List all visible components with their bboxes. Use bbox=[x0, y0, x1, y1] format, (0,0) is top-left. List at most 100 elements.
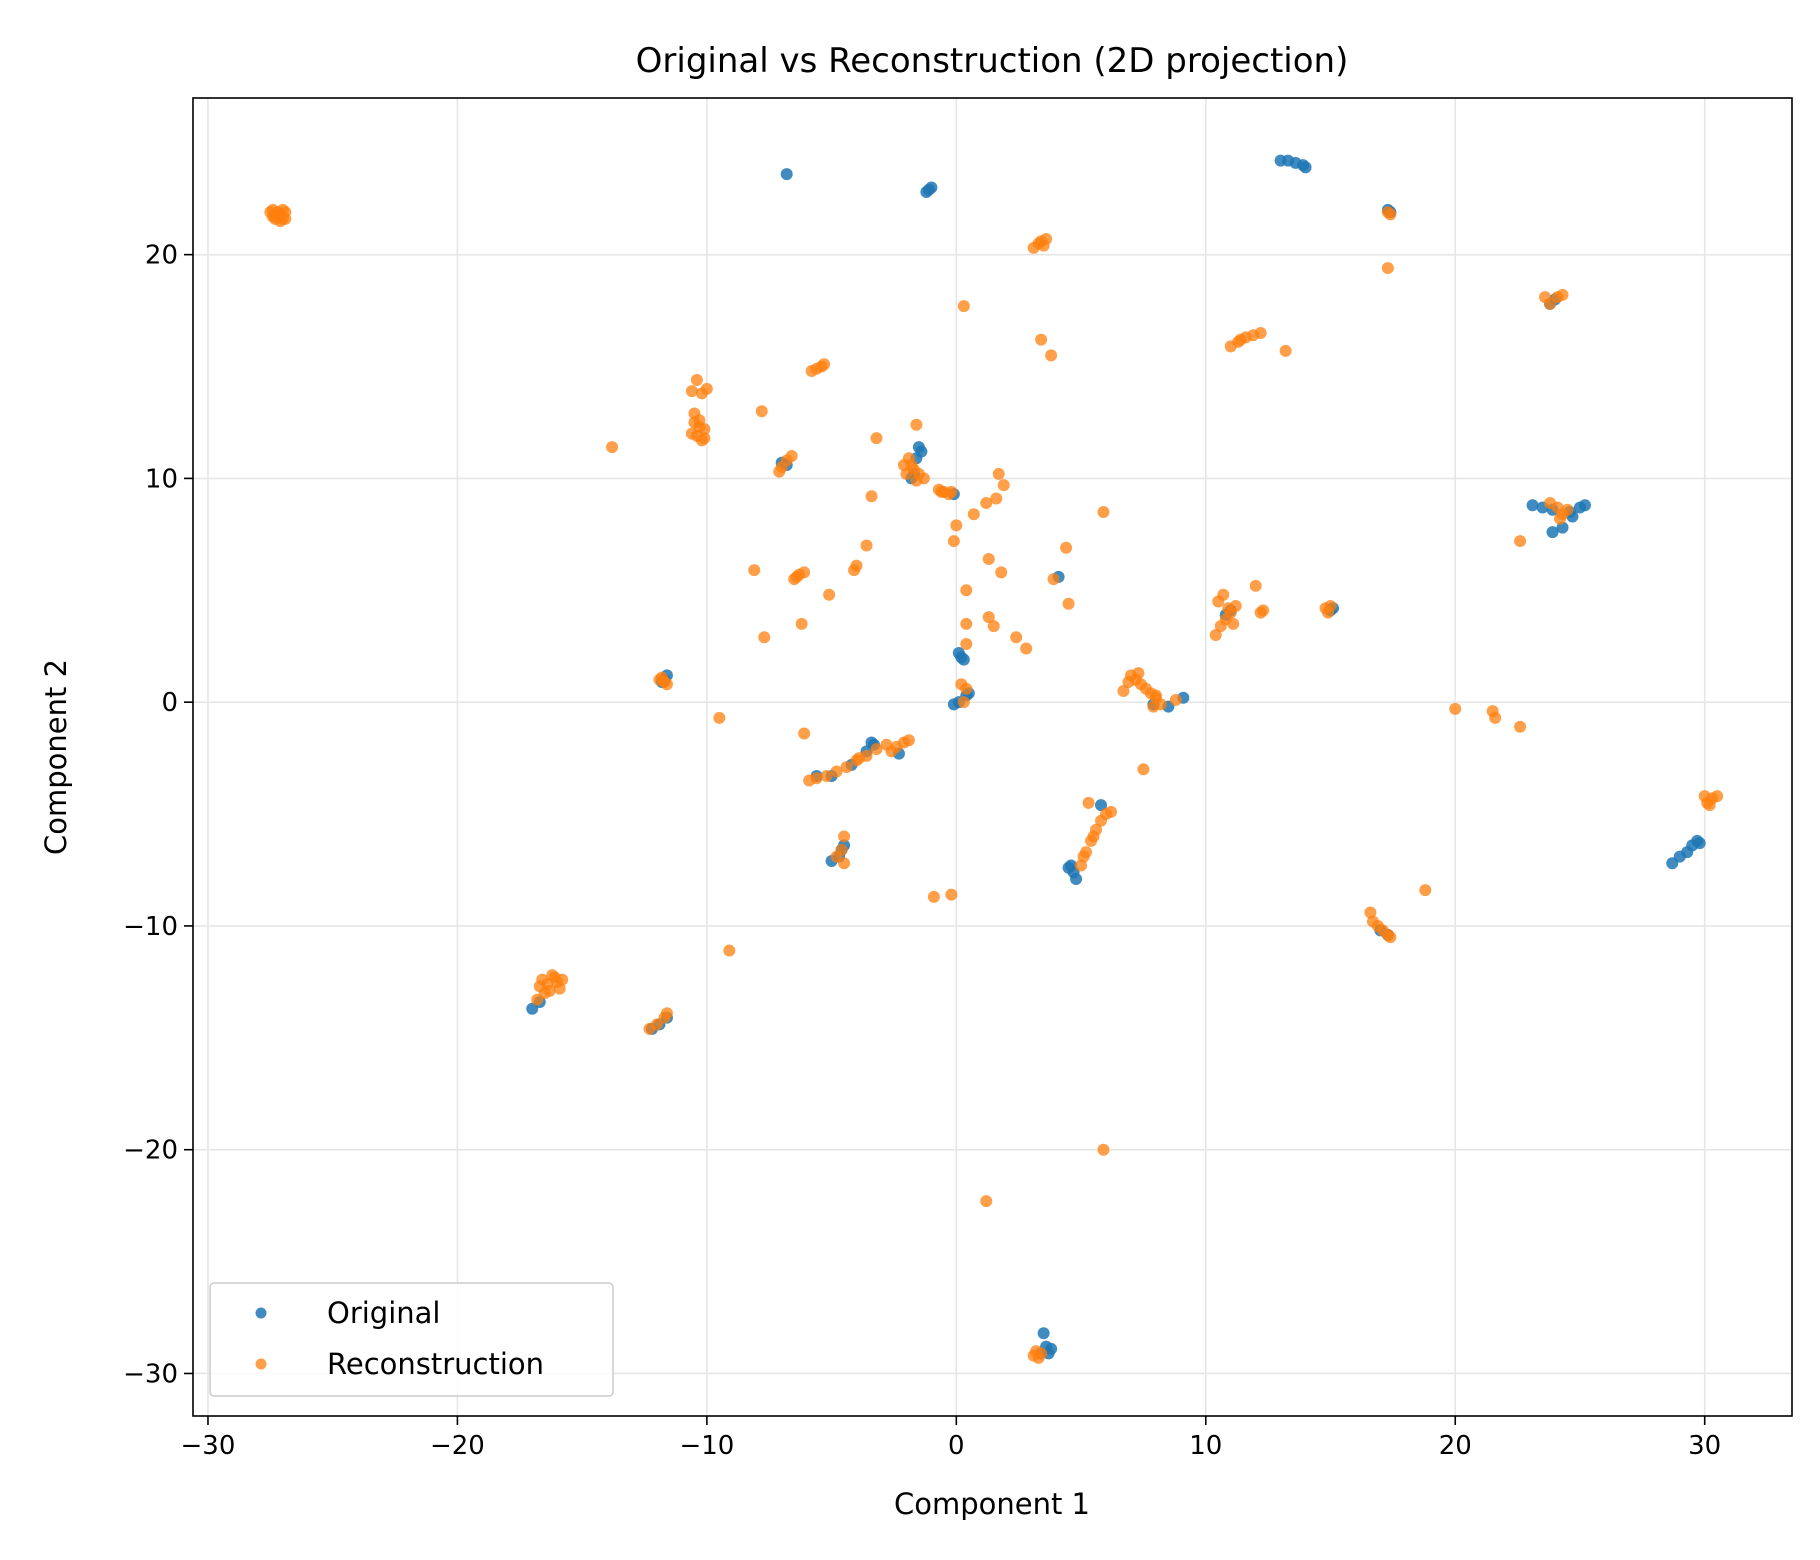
reconstruction-point bbox=[1122, 676, 1135, 689]
reconstruction-point bbox=[865, 490, 878, 503]
reconstruction-point bbox=[1561, 503, 1574, 516]
reconstruction-point bbox=[1234, 333, 1247, 346]
reconstruction-point bbox=[1449, 702, 1462, 715]
reconstruction-point bbox=[1045, 349, 1058, 362]
reconstruction-point bbox=[1554, 512, 1567, 525]
legend-label-original: Original bbox=[327, 1296, 440, 1330]
reconstruction-point bbox=[1027, 1349, 1040, 1362]
reconstruction-point bbox=[838, 857, 851, 870]
reconstruction-point bbox=[1209, 629, 1222, 642]
reconstruction-point bbox=[987, 620, 1000, 633]
reconstruction-point bbox=[1082, 796, 1095, 809]
reconstruction-point bbox=[980, 1195, 993, 1208]
reconstruction-point bbox=[830, 765, 843, 778]
x-tick-label: 0 bbox=[948, 1431, 965, 1461]
axis-ticks: −30 −20 −10 0 10 20 30 −30 −20 −10 0 10 20 bbox=[123, 241, 1721, 1461]
reconstruction-point bbox=[885, 745, 898, 758]
x-tick-label: 30 bbox=[1688, 1431, 1721, 1461]
original-point bbox=[1062, 861, 1075, 874]
reconstruction-point bbox=[990, 492, 1003, 505]
original-point bbox=[920, 185, 933, 198]
reconstruction-point bbox=[840, 761, 853, 774]
reconstruction-point bbox=[960, 584, 973, 597]
reconstruction-point bbox=[1489, 711, 1502, 724]
reconstruction-point bbox=[1249, 579, 1262, 592]
reconstruction-point bbox=[773, 465, 786, 478]
reconstruction-point bbox=[995, 566, 1008, 579]
y-tick-label: 10 bbox=[145, 464, 178, 494]
reconstruction-point bbox=[723, 944, 736, 957]
reconstruction-point bbox=[755, 405, 768, 418]
reconstruction-point bbox=[1149, 689, 1162, 702]
reconstruction-point bbox=[1020, 642, 1033, 655]
series-reconstruction bbox=[264, 203, 1724, 1364]
original-point bbox=[1070, 872, 1083, 885]
reconstruction-point bbox=[1711, 790, 1724, 803]
reconstruction-point bbox=[820, 770, 833, 783]
reconstruction-point bbox=[860, 539, 873, 552]
original-point bbox=[957, 653, 970, 666]
x-axis-label: Component 1 bbox=[894, 1487, 1090, 1521]
reconstruction-point bbox=[1137, 763, 1150, 776]
reconstruction-point bbox=[1279, 344, 1292, 357]
reconstruction-point bbox=[900, 467, 913, 480]
reconstruction-point bbox=[785, 450, 798, 463]
reconstruction-point bbox=[980, 497, 993, 510]
reconstruction-point bbox=[927, 890, 940, 903]
reconstruction-point bbox=[1254, 606, 1267, 619]
reconstruction-point bbox=[1381, 262, 1394, 275]
y-tick-label: 20 bbox=[145, 241, 178, 271]
reconstruction-point bbox=[758, 631, 771, 644]
reconstruction-point bbox=[1037, 239, 1050, 252]
reconstruction-point bbox=[823, 588, 836, 601]
original-point bbox=[1693, 837, 1706, 850]
reconstruction-point bbox=[543, 984, 556, 997]
x-tick-label: −20 bbox=[430, 1431, 485, 1461]
reconstruction-point bbox=[1104, 805, 1117, 818]
reconstruction-point bbox=[1117, 684, 1130, 697]
reconstruction-point bbox=[910, 418, 923, 431]
reconstruction-point bbox=[1169, 693, 1182, 706]
reconstruction-point bbox=[1698, 790, 1711, 803]
original-point bbox=[1045, 1342, 1058, 1355]
reconstruction-point bbox=[1384, 931, 1397, 944]
y-tick-label: −10 bbox=[123, 912, 178, 942]
reconstruction-point bbox=[1060, 541, 1073, 554]
original-point bbox=[1037, 1327, 1050, 1340]
x-tick-label: −10 bbox=[679, 1431, 734, 1461]
reconstruction-point bbox=[945, 888, 958, 901]
x-tick-label: 20 bbox=[1439, 1431, 1472, 1461]
reconstruction-point bbox=[276, 203, 289, 216]
reconstruction-point bbox=[1217, 588, 1230, 601]
original-point bbox=[1666, 857, 1679, 870]
reconstruction-point bbox=[950, 519, 963, 532]
y-axis-label: Component 2 bbox=[39, 659, 73, 855]
reconstruction-point bbox=[967, 508, 980, 521]
reconstruction-point bbox=[1419, 884, 1432, 897]
reconstruction-point bbox=[810, 772, 823, 785]
reconstruction-point bbox=[698, 432, 711, 445]
scatter-points bbox=[264, 154, 1724, 1364]
reconstruction-point bbox=[935, 485, 948, 498]
y-tick-label: 0 bbox=[161, 688, 178, 718]
reconstruction-point bbox=[700, 382, 713, 395]
reconstruction-point bbox=[1222, 602, 1235, 615]
reconstruction-point bbox=[870, 432, 883, 445]
reconstruction-point bbox=[795, 617, 808, 630]
reconstruction-point bbox=[1035, 333, 1048, 346]
reconstruction-point bbox=[960, 682, 973, 695]
legend-marker-original bbox=[255, 1307, 267, 1319]
reconstruction-point bbox=[1010, 631, 1023, 644]
original-point bbox=[1578, 499, 1591, 512]
reconstruction-point bbox=[982, 552, 995, 565]
reconstruction-point bbox=[902, 734, 915, 747]
y-tick-label: −20 bbox=[123, 1136, 178, 1166]
legend-box bbox=[209, 1282, 614, 1397]
reconstruction-point bbox=[556, 973, 569, 986]
reconstruction-point bbox=[1062, 597, 1075, 610]
reconstruction-point bbox=[1132, 667, 1145, 680]
legend: Original Reconstruction bbox=[209, 1282, 614, 1397]
reconstruction-point bbox=[748, 564, 761, 577]
original-point bbox=[947, 698, 960, 711]
